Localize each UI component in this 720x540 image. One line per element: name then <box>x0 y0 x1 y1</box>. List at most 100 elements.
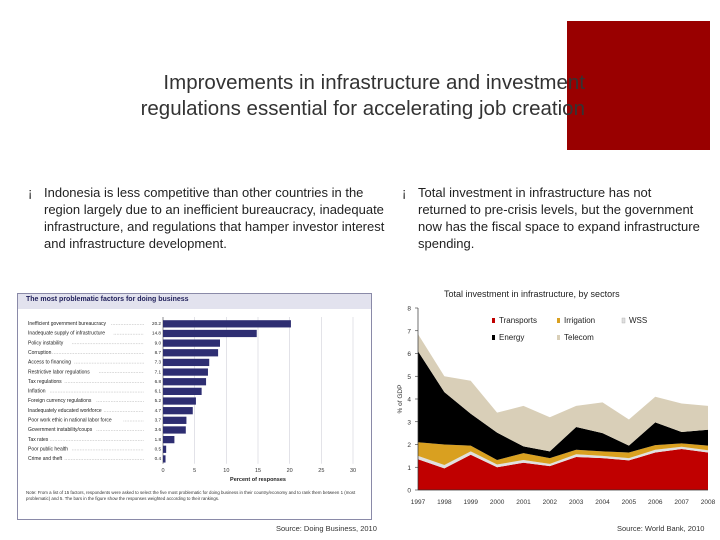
area-x-tick-label: 2002 <box>543 499 558 506</box>
legend-label-energy: Energy <box>499 333 524 342</box>
bullet-marker-icon: ¡ <box>28 185 33 200</box>
bar-value-label: 0.4 <box>155 456 162 461</box>
bar-x-tick-label: 0 <box>161 468 164 474</box>
bar-category-label: Foreign currency regulations <box>28 398 92 404</box>
area-y-axis-label: % of GDP <box>397 385 404 414</box>
bar-10 <box>163 407 193 415</box>
area-y-tick-label: 3 <box>407 419 411 426</box>
bar-value-label: 6.8 <box>155 379 162 384</box>
bar-chart-title: The most problematic factors for doing b… <box>26 296 189 303</box>
area-x-tick-label: 2003 <box>569 499 584 506</box>
legend-swatch-transports <box>492 318 495 323</box>
area-x-tick-label: 1998 <box>437 499 452 506</box>
legend-label-telecom: Telecom <box>564 333 594 342</box>
area-x-tick-label: 2000 <box>490 499 505 506</box>
bullet-text: Total investment in infrastructure has n… <box>418 185 700 251</box>
bar-value-label: 3.7 <box>155 418 162 423</box>
bar-category-label: Tax regulations <box>28 379 62 385</box>
area-series-telecom <box>418 334 708 452</box>
bar-category-label: Tax rates <box>28 437 49 443</box>
area-series-transports <box>418 449 708 490</box>
bar-x-tick-label: 25 <box>318 468 324 474</box>
area-y-tick-label: 8 <box>407 306 411 313</box>
bar-value-label: 7.1 <box>155 369 162 374</box>
bar-value-label: 9.0 <box>155 340 162 345</box>
bar-5 <box>163 358 210 367</box>
area-y-tick-label: 1 <box>407 465 411 472</box>
area-x-tick-label: 2004 <box>595 499 610 506</box>
bar-chart-note: Note: From a list of 15 factors, respond… <box>26 490 356 501</box>
legend-swatch-wss <box>621 317 626 324</box>
area-y-tick-label: 4 <box>407 397 411 404</box>
problematic-factors-panel: The most problematic factors for doing b… <box>17 293 372 520</box>
area-chart: 0 1 2 3 4 5 6 7 8 % of GDP 1997 1998 1999 2000 2001 200… <box>397 306 716 507</box>
area-y-tick-label: 7 <box>407 328 411 335</box>
bar-value-label: 14.8 <box>152 331 161 336</box>
bar-15 <box>163 455 166 463</box>
bar-value-label: 6.1 <box>155 389 162 394</box>
bar-category-label: Policy instability <box>28 340 64 346</box>
legend-label-wss: WSS <box>629 316 647 325</box>
bullet-text: Indonesia is less competitive than other… <box>44 185 385 251</box>
bar-value-label: 1.8 <box>155 437 162 442</box>
bar-category-label: Access to financing <box>28 360 71 366</box>
bar-value-label: 7.3 <box>155 360 162 365</box>
area-chart-title: Total investment in infrastructure, by s… <box>444 289 620 299</box>
bar-2 <box>163 329 257 338</box>
area-x-tick-label: 1999 <box>463 499 478 506</box>
panel-header: The most problematic factors for doing b… <box>18 294 371 309</box>
bar-8 <box>163 387 202 395</box>
bar-value-label: 3.6 <box>155 427 162 432</box>
area-y-tick-label: 0 <box>407 488 411 495</box>
accent-block <box>567 21 710 150</box>
bar-13 <box>163 436 175 444</box>
bar-category-label: Poor public health <box>28 446 68 452</box>
bar-3 <box>163 339 220 347</box>
bar-category-label: Inflation <box>28 389 46 395</box>
bar-14 <box>163 445 167 453</box>
bar-category-label: Crime and theft <box>28 456 63 462</box>
bar-category-label: Inadequately educated workforce <box>28 408 102 414</box>
bar-12 <box>163 426 186 434</box>
area-series-irrigation <box>418 442 708 465</box>
area-series-wss <box>418 446 708 469</box>
legend-swatch-telecom <box>557 335 560 340</box>
legend-label-irrigation: Irrigation <box>564 316 595 325</box>
bar-value-label: 20.2 <box>152 321 161 326</box>
bar-value-label: 4.7 <box>155 408 162 413</box>
legend-swatch-irrigation <box>557 318 560 323</box>
bullet-marker-icon: ¡ <box>402 185 407 200</box>
source-right: Source: World Bank, 2010 <box>617 524 705 533</box>
bar-9 <box>163 397 196 405</box>
bar-category-label: Government instability/coups <box>28 427 93 433</box>
bar-category-label: Inefficient government bureaucracy <box>28 321 107 327</box>
bar-x-tick-label: 15 <box>255 468 261 474</box>
bar-1 <box>163 320 291 328</box>
bar-category-label: Corruption <box>28 350 52 356</box>
bar-4 <box>163 349 219 357</box>
bar-chart: 0 5 10 15 20 25 30 Percent of responses Ineffici… <box>28 317 356 483</box>
source-left: Source: Doing Business, 2010 <box>276 524 377 533</box>
area-x-tick-label: 2001 <box>516 499 531 506</box>
area-y-tick-label: 5 <box>407 374 411 381</box>
bar-value-label: 5.2 <box>155 398 162 403</box>
bullet-investment: ¡ Total investment in infrastructure has… <box>402 184 702 252</box>
bar-x-tick-label: 5 <box>193 468 196 474</box>
area-x-tick-label: 2006 <box>648 499 663 506</box>
legend-label-transports: Transports <box>499 316 537 325</box>
bar-x-tick-label: 10 <box>223 468 229 474</box>
area-x-tick-label: 2007 <box>674 499 689 506</box>
bar-category-label: Poor work ethic in national labor force <box>28 418 112 424</box>
bar-x-tick-label: 30 <box>350 468 356 474</box>
slide-title-line2: regulations essential for accelerating j… <box>140 97 585 120</box>
area-y-tick-label: 6 <box>407 351 411 358</box>
area-y-tick-label: 2 <box>407 442 411 449</box>
slide-title-line1: Improvements in infrastructure and inves… <box>163 71 585 94</box>
area-x-tick-label: 1997 <box>411 499 426 506</box>
bar-6 <box>163 368 208 376</box>
bar-value-label: 0.5 <box>155 446 162 451</box>
bar-category-label: Inadequate supply of infrastructure <box>28 331 105 337</box>
area-x-tick-label: 2005 <box>622 499 637 506</box>
bar-7 <box>163 378 207 386</box>
legend-swatch-energy <box>492 335 495 340</box>
